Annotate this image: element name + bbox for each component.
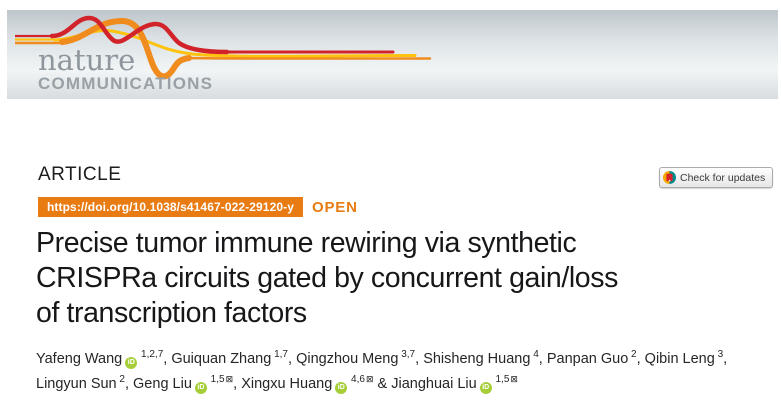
email-icon[interactable]: ⊠ — [510, 375, 518, 386]
orcid-icon[interactable]: iD — [335, 382, 348, 394]
author-affiliations: 2 — [116, 374, 125, 386]
crossmark-icon — [663, 171, 676, 184]
article-title: Precise tumor immune rewiring via synthe… — [36, 226, 756, 331]
author-affiliations: 1,7 — [271, 349, 288, 361]
author-affiliations: 1,2,7 — [138, 349, 164, 361]
author-affiliations: 3 — [714, 349, 724, 361]
author: Guiquan Zhang 1,7 — [171, 349, 288, 367]
author-affiliations: 1,5⊠ — [207, 374, 234, 386]
journal-logo-communications: COMMUNICATIONS — [38, 74, 214, 93]
author-list: Yafeng Wang iD 1,2,7, Guiquan Zhang 1,7, … — [36, 349, 728, 394]
author-affiliations: 1,5⊠ — [492, 374, 518, 386]
journal-logo-nature: nature — [38, 43, 136, 77]
author: Yafeng Wang iD 1,2,7 — [36, 349, 164, 369]
article-type-label: ARTICLE — [38, 164, 122, 185]
open-access-label: OPEN — [312, 199, 358, 216]
title-line-3: of transcription factors — [36, 297, 307, 329]
orcid-icon[interactable]: iD — [194, 382, 207, 394]
ribbon-graphic — [15, 15, 432, 80]
email-icon[interactable]: ⊠ — [365, 375, 374, 386]
author-affiliations: 4 — [530, 349, 539, 361]
title-line-2: CRISPRa circuits gated by concurrent gai… — [36, 262, 618, 294]
author: Lingyun Sun 2 — [36, 374, 125, 392]
author-affiliations: 2 — [628, 349, 637, 361]
title-line-1: Precise tumor immune rewiring via synthe… — [36, 227, 577, 259]
author: Qingzhou Meng 3,7 — [296, 349, 416, 367]
journal-masthead: nature COMMUNICATIONS — [7, 10, 778, 99]
orcid-icon[interactable]: iD — [125, 357, 138, 369]
author: Panpan Guo 2 — [546, 349, 637, 367]
check-for-updates-button[interactable]: Check for updates — [659, 167, 774, 188]
author: Xingxu Huang iD 4,6⊠ — [241, 374, 374, 394]
author: Geng Liu iD 1,5⊠ — [133, 374, 234, 394]
doi-link[interactable]: https://doi.org/10.1038/s41467-022-29120… — [38, 197, 303, 217]
author-affiliations: 3,7 — [398, 349, 416, 361]
orcid-icon[interactable]: iD — [479, 382, 492, 394]
author: Jianghuai Liu iD 1,5⊠ — [391, 374, 518, 394]
author: Shisheng Huang 4 — [423, 349, 539, 367]
email-icon[interactable]: ⊠ — [225, 375, 234, 386]
check-for-updates-label: Check for updates — [680, 171, 766, 184]
author-affiliations: 4,6⊠ — [348, 374, 374, 386]
author: Qibin Leng 3 — [644, 349, 724, 367]
